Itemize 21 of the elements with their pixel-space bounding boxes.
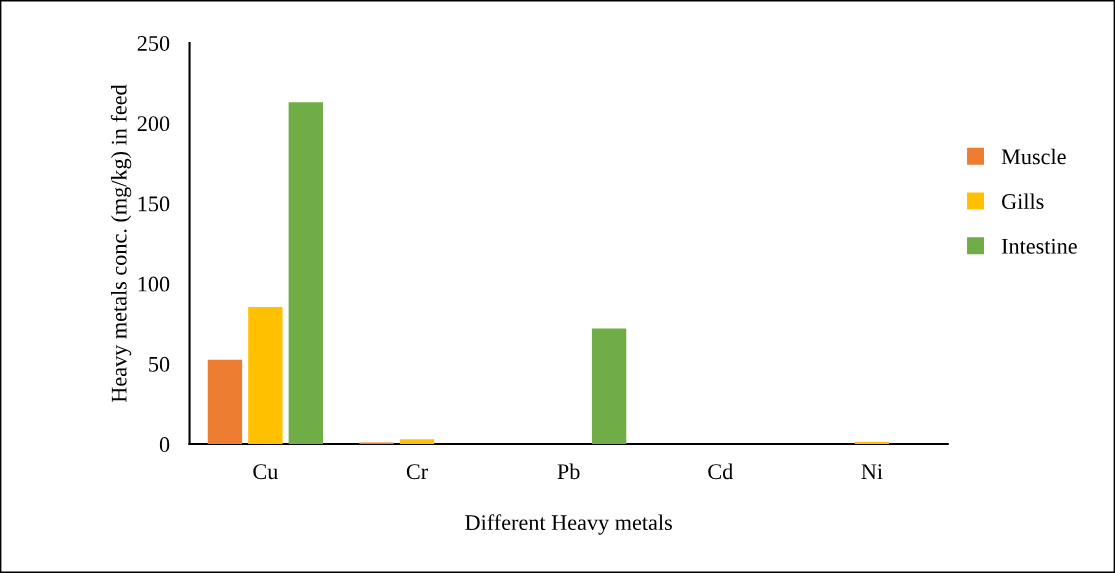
- x-tick-label: Cu: [253, 464, 278, 480]
- bar: [248, 306, 283, 445]
- y-tick-label: 0: [159, 437, 170, 452]
- x-tick-label: Cd: [708, 463, 733, 480]
- x-axis-title: Different Heavy metals: [465, 514, 672, 535]
- y-tick-label: 100: [138, 276, 170, 292]
- legend-label: Intestine: [1001, 238, 1077, 254]
- x-tick-label: Pb: [557, 463, 580, 480]
- bar: [591, 328, 627, 445]
- y-axis-title: Heavy metals conc. (mg/kg) in feed: [110, 84, 132, 403]
- y-tick-label: 250: [137, 35, 170, 51]
- y-tick-label: 50: [149, 356, 170, 372]
- y-tick-label: 150: [138, 196, 170, 212]
- x-tick-label: Cr: [406, 464, 428, 480]
- bar: [207, 359, 243, 445]
- legend-label: Gills: [1002, 193, 1044, 210]
- x-tick-label: Ni: [861, 464, 883, 479]
- legend-label: Muscle: [1001, 148, 1066, 165]
- bar: [399, 439, 435, 445]
- y-tick-label: 200: [137, 116, 170, 132]
- bar: [288, 102, 323, 445]
